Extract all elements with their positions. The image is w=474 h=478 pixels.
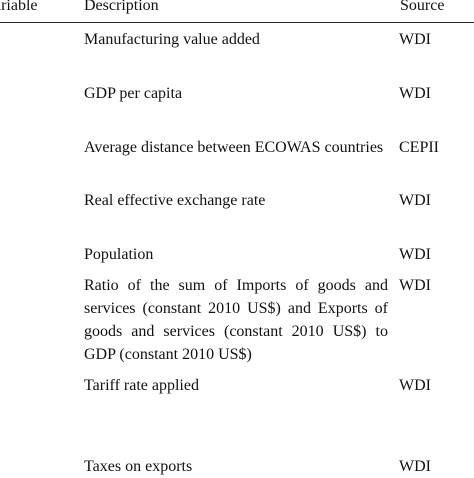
row-description: Manufacturing value added (84, 31, 260, 48)
row-source: CEPII (399, 139, 439, 156)
header-description: Description (84, 0, 159, 14)
row-description: Real effective exchange rate (84, 192, 266, 209)
row-source: WDI (399, 458, 431, 475)
row-source: WDI (399, 277, 431, 294)
row-description: GDP per capita (84, 85, 183, 102)
row-source: WDI (399, 192, 431, 209)
row-description: Average distance between ECOWAS countrie… (84, 139, 384, 156)
row-description: Population (84, 246, 154, 263)
row-source: WDI (399, 31, 431, 48)
row-source: WDI (399, 246, 431, 263)
row-source: WDI (399, 85, 431, 102)
header-rule (0, 22, 474, 23)
header-variable: ariable (0, 0, 38, 14)
row-description: Ratio of the sum of Imports of goods and… (84, 277, 388, 363)
row-description: Taxes on exports (84, 458, 193, 475)
row-description: Tariff rate applied (84, 377, 199, 394)
header-source: Source (400, 0, 445, 14)
row-source: WDI (399, 377, 431, 394)
